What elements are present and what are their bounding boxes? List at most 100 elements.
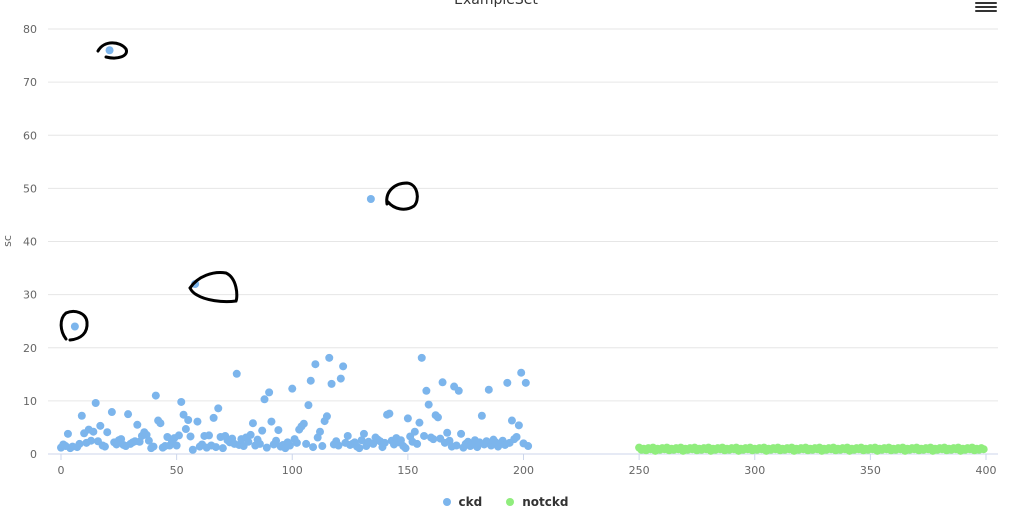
data-point-ckd[interactable] xyxy=(133,420,142,429)
data-point-ckd[interactable] xyxy=(512,433,521,441)
legend-item-ckd[interactable]: ckd xyxy=(442,495,482,509)
data-point-ckd[interactable] xyxy=(357,436,366,445)
data-point-ckd[interactable] xyxy=(248,419,257,428)
data-point-ckd[interactable] xyxy=(188,445,197,454)
data-point-ckd[interactable] xyxy=(443,428,452,437)
data-point-ckd[interactable] xyxy=(209,413,218,422)
data-point-notckd[interactable] xyxy=(979,445,988,454)
data-point-ckd[interactable] xyxy=(70,322,79,331)
data-point-ckd[interactable] xyxy=(285,441,294,450)
data-point-ckd[interactable] xyxy=(302,439,311,448)
data-point-ckd[interactable] xyxy=(454,386,463,395)
data-point-ckd[interactable] xyxy=(417,353,426,362)
data-point-ckd[interactable] xyxy=(144,436,153,445)
data-point-ckd[interactable] xyxy=(211,443,220,452)
x-tick-label: 300 xyxy=(744,464,765,477)
data-point-ckd[interactable] xyxy=(105,46,114,55)
data-point-ckd[interactable] xyxy=(181,425,190,434)
data-point-ckd[interactable] xyxy=(322,412,331,421)
data-point-ckd[interactable] xyxy=(205,431,213,440)
data-point-ckd[interactable] xyxy=(306,376,315,385)
data-point-ckd[interactable] xyxy=(503,378,512,387)
data-point-ckd[interactable] xyxy=(457,429,466,438)
data-point-ckd[interactable] xyxy=(258,426,267,435)
data-point-ckd[interactable] xyxy=(343,431,352,440)
data-point-ckd[interactable] xyxy=(149,442,158,451)
data-point-ckd[interactable] xyxy=(420,431,429,440)
data-point-ckd[interactable] xyxy=(184,416,193,424)
y-tick-label: 20 xyxy=(23,342,37,355)
data-point-ckd[interactable] xyxy=(63,429,72,438)
data-point-ckd[interactable] xyxy=(77,411,86,420)
data-point-ckd[interactable] xyxy=(311,360,320,369)
data-point-ckd[interactable] xyxy=(316,427,324,436)
data-point-ckd[interactable] xyxy=(272,436,281,445)
data-point-ckd[interactable] xyxy=(366,195,375,203)
data-point-ckd[interactable] xyxy=(517,368,526,377)
data-point-ckd[interactable] xyxy=(521,378,530,387)
data-point-ckd[interactable] xyxy=(179,410,188,419)
data-point-ckd[interactable] xyxy=(186,432,195,441)
legend-item-notckd[interactable]: notckd xyxy=(506,495,568,509)
data-point-ckd[interactable] xyxy=(96,421,105,430)
data-point-ckd[interactable] xyxy=(359,429,368,438)
data-point-ckd[interactable] xyxy=(380,438,389,447)
data-point-ckd[interactable] xyxy=(334,441,343,450)
data-point-ckd[interactable] xyxy=(325,353,334,362)
data-point-ckd[interactable] xyxy=(246,430,255,439)
data-point-ckd[interactable] xyxy=(172,441,181,450)
data-point-ckd[interactable] xyxy=(429,435,438,444)
data-point-ckd[interactable] xyxy=(87,436,96,445)
data-point-ckd[interactable] xyxy=(124,410,133,419)
data-point-ckd[interactable] xyxy=(75,439,84,448)
data-point-ckd[interactable] xyxy=(355,444,364,453)
data-point-ckd[interactable] xyxy=(403,414,412,423)
data-point-ckd[interactable] xyxy=(424,400,433,409)
data-point-ckd[interactable] xyxy=(299,419,308,428)
data-point-ckd[interactable] xyxy=(274,426,283,435)
data-point-ckd[interactable] xyxy=(193,417,202,426)
data-point-ckd[interactable] xyxy=(433,413,442,422)
data-point-ckd[interactable] xyxy=(265,388,274,397)
data-point-ckd[interactable] xyxy=(260,395,269,404)
data-point-ckd[interactable] xyxy=(214,404,223,413)
chart-menu-icon[interactable] xyxy=(975,0,997,14)
data-point-ckd[interactable] xyxy=(401,444,410,453)
data-point-ckd[interactable] xyxy=(304,401,313,410)
data-point-ckd[interactable] xyxy=(514,421,523,430)
data-point-ckd[interactable] xyxy=(288,384,297,393)
data-point-ckd[interactable] xyxy=(318,442,327,451)
data-point-ckd[interactable] xyxy=(174,431,183,440)
data-point-ckd[interactable] xyxy=(327,379,336,388)
data-point-ckd[interactable] xyxy=(413,439,422,448)
data-point-ckd[interactable] xyxy=(336,374,345,383)
data-point-ckd[interactable] xyxy=(262,443,271,452)
data-point-ckd[interactable] xyxy=(267,417,276,426)
data-point-ckd[interactable] xyxy=(156,419,165,428)
data-point-ckd[interactable] xyxy=(422,386,431,395)
data-point-ckd[interactable] xyxy=(410,427,419,436)
data-point-ckd[interactable] xyxy=(524,442,533,451)
data-point-ckd[interactable] xyxy=(385,409,394,418)
data-point-ckd[interactable] xyxy=(151,391,160,400)
data-point-ckd[interactable] xyxy=(232,369,241,378)
data-point-ckd[interactable] xyxy=(107,408,116,417)
data-point-ckd[interactable] xyxy=(244,437,253,446)
data-point-ckd[interactable] xyxy=(218,444,227,453)
data-point-ckd[interactable] xyxy=(309,443,318,452)
data-point-ckd[interactable] xyxy=(484,385,493,394)
data-point-ckd[interactable] xyxy=(255,439,264,448)
data-point-ckd[interactable] xyxy=(91,399,100,407)
data-point-ckd[interactable] xyxy=(100,442,109,451)
data-point-ckd[interactable] xyxy=(339,362,348,371)
data-point-ckd[interactable] xyxy=(438,378,447,387)
data-point-ckd[interactable] xyxy=(477,411,486,420)
data-point-ckd[interactable] xyxy=(507,416,516,425)
data-point-ckd[interactable] xyxy=(177,397,186,406)
data-point-ckd[interactable] xyxy=(89,427,98,436)
data-point-ckd[interactable] xyxy=(292,438,301,447)
x-tick-label: 50 xyxy=(170,464,184,477)
data-point-ckd[interactable] xyxy=(415,418,424,427)
data-point-ckd[interactable] xyxy=(103,428,112,437)
data-point-ckd[interactable] xyxy=(452,441,461,450)
